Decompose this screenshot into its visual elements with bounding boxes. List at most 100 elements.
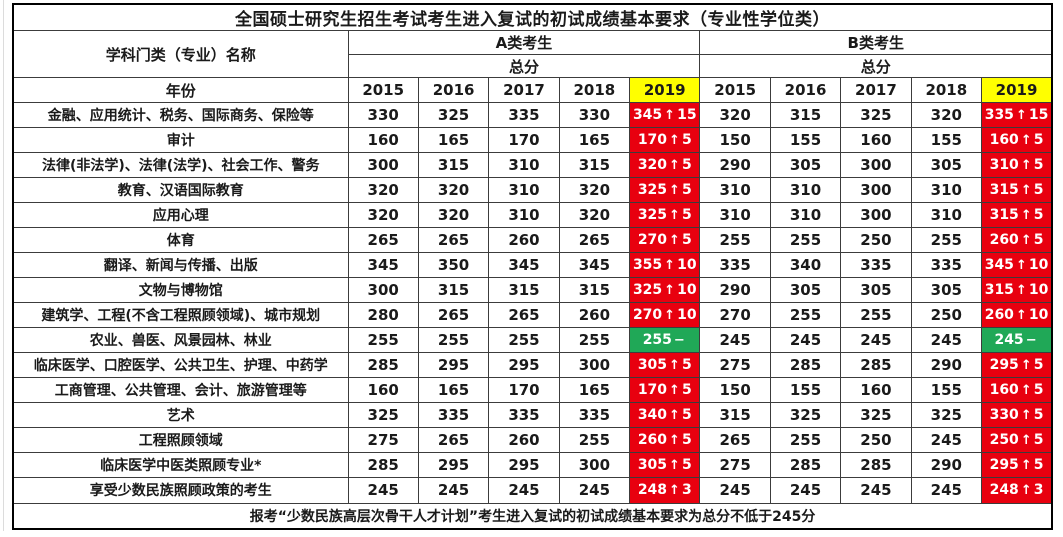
score-2019-value: 160 [989, 132, 1019, 149]
subject-name: 工商管理、公共管理、会计、旅游管理等 [12, 377, 349, 404]
score-2019-value: 305 [637, 457, 668, 474]
score-a-2015: 345 [347, 252, 419, 279]
score-a-2017: 335 [488, 402, 560, 429]
score-b-2017: 285 [840, 352, 912, 379]
subject-name: 临床医学中医类照顾专业* [12, 452, 349, 479]
score-b-2016: 340 [769, 252, 842, 279]
category-column-header: 学科门类（专业）名称 [12, 30, 349, 78]
score-2019-value: 305 [637, 357, 668, 374]
score-a-2018: 320 [558, 177, 631, 204]
group-a-subheader: 总分 [347, 54, 701, 78]
score-b-2016: 155 [769, 377, 842, 404]
score-a-2018: 260 [558, 302, 631, 329]
up-arrow-icon: ↑ [669, 383, 680, 399]
score-2019-value: 260 [984, 307, 1014, 324]
score-2019-value: 325 [632, 282, 663, 299]
up-arrow-icon: ↑ [669, 358, 680, 374]
score-a-2016: 315 [417, 277, 490, 304]
score-a-2015: 245 [347, 477, 419, 504]
score-delta: 5 [1033, 232, 1044, 249]
up-arrow-icon: ↑ [664, 258, 676, 274]
year-a-2019-highlighted: 2019 [629, 77, 701, 103]
score-a-2019-highlighted: 340 ↑ 5 [629, 402, 701, 429]
score-a-2018: 315 [558, 152, 631, 179]
score-a-2015: 255 [347, 327, 419, 354]
table-row: 金融、应用统计、税务、国际商务、保险等 330 325 335 330 345 ↑ 15 320… [12, 101, 1053, 129]
score-2019-value: 270 [632, 307, 663, 324]
score-b-2017: 300 [840, 177, 912, 204]
table-row: 翻译、新闻与传播、出版 345 350 345 345 355 ↑ 10 335 340 335 33… [12, 252, 1053, 279]
score-a-2016: 245 [417, 477, 490, 504]
score-delta: 5 [681, 457, 692, 474]
score-b-2019-highlighted: 250 ↑ 5 [981, 427, 1053, 454]
score-2019-value: 245 [994, 332, 1024, 349]
score-a-2019-highlighted: 325 ↑ 5 [629, 177, 701, 204]
score-b-2017: 300 [840, 202, 912, 229]
score-2019-value: 170 [637, 132, 668, 149]
score-b-2017: 300 [840, 152, 912, 179]
score-a-2016: 265 [417, 227, 490, 254]
score-a-2015: 320 [347, 202, 419, 229]
score-a-2017: 310 [488, 202, 560, 229]
score-b-2018: 325 [910, 402, 983, 429]
score-delta: 5 [1033, 357, 1044, 374]
title-row: 全国硕士研究生招生考试考生进入复试的初试成绩基本要求（专业性学位类） [12, 3, 1053, 31]
up-arrow-icon: ↑ [1020, 208, 1032, 224]
score-b-2019-highlighted: 160 ↑ 5 [981, 127, 1053, 154]
score-a-2018: 265 [558, 227, 631, 254]
score-delta: 15 [1028, 107, 1049, 124]
score-a-2019-highlighted: 270 ↑ 10 [629, 302, 701, 329]
score-b-2019-highlighted: 315 ↑ 5 [981, 177, 1053, 204]
subject-name: 教育、汉语国际教育 [12, 177, 349, 204]
year-b-2016: 2016 [769, 77, 842, 103]
score-b-2019-highlighted: 295 ↑ 5 [981, 352, 1053, 379]
score-a-2015: 320 [347, 177, 419, 204]
score-delta: 5 [681, 382, 692, 399]
no-change-dash-icon: − [1025, 333, 1037, 349]
score-2019-value: 315 [989, 182, 1019, 199]
score-a-2019-highlighted: 305 ↑ 5 [629, 452, 701, 479]
score-2019-value: 315 [989, 207, 1019, 224]
score-a-2019-highlighted: 170 ↑ 5 [629, 377, 701, 404]
group-b-subheader: 总分 [699, 54, 1053, 78]
score-b-2017: 335 [840, 252, 912, 279]
score-2019-value: 310 [989, 157, 1019, 174]
score-2019-value: 325 [637, 182, 668, 199]
score-delta: 5 [681, 357, 692, 374]
score-2019-value: 255 [642, 332, 672, 349]
score-b-2019-highlighted: 260 ↑ 10 [981, 302, 1053, 329]
score-b-2019-highlighted: 315 ↑ 5 [981, 202, 1053, 229]
score-b-2019-highlighted: 345 ↑ 10 [981, 252, 1053, 279]
score-b-2016: 315 [769, 101, 842, 129]
score-a-2019-highlighted: 355 ↑ 10 [629, 252, 701, 279]
score-b-2016: 305 [769, 277, 842, 304]
score-a-2019-highlighted: 270 ↑ 5 [629, 227, 701, 254]
year-a-2015: 2015 [347, 77, 419, 103]
score-2019-value: 325 [637, 207, 668, 224]
score-b-2015: 150 [699, 127, 771, 154]
group-header-row: 学科门类（专业）名称 A类考生 B类考生 [12, 30, 1053, 78]
up-arrow-icon: ↑ [1020, 408, 1032, 424]
group-a-header: A类考生 [347, 30, 701, 55]
score-b-2018: 250 [910, 302, 983, 329]
score-2019-value: 355 [632, 257, 663, 274]
score-b-2018: 310 [910, 177, 983, 204]
score-b-2019-highlighted: 260 ↑ 5 [981, 227, 1053, 254]
score-b-2015: 150 [699, 377, 771, 404]
score-a-2015: 300 [347, 152, 419, 179]
score-a-2015: 325 [347, 402, 419, 429]
score-delta: 5 [681, 207, 692, 224]
score-2019-value: 260 [989, 232, 1019, 249]
score-a-2017: 265 [488, 302, 560, 329]
score-delta: 5 [1033, 432, 1044, 449]
up-arrow-icon: ↑ [1015, 283, 1027, 299]
subject-name: 艺术 [12, 402, 349, 429]
score-a-2016: 320 [417, 177, 490, 204]
table-row: 艺术 325 335 335 335 340 ↑ 5 315 325 325 325 330 ↑ 5 [12, 402, 1053, 429]
score-a-2018: 300 [558, 352, 631, 379]
group-b-header: B类考生 [699, 30, 1053, 55]
year-header-row: 年份 2015 2016 2017 2018 2019 2015 2016 20… [12, 77, 1053, 103]
score-a-2019-highlighted: 170 ↑ 5 [629, 127, 701, 154]
score-b-2017: 245 [840, 327, 912, 354]
score-2019-value: 160 [989, 382, 1019, 399]
